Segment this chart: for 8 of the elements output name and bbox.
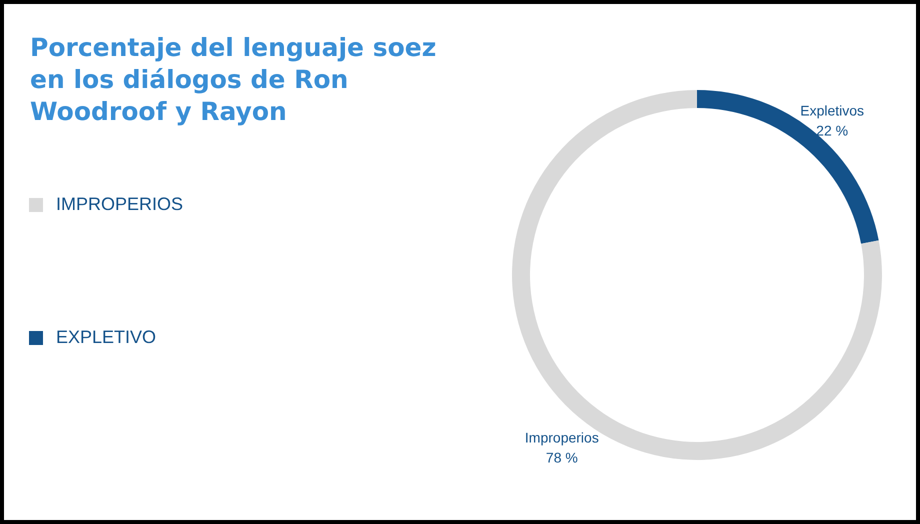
text: Porcentaje del lenguaje soez en los diálogos de Ron Woodroof y Rayon (30, 33, 436, 126)
data-label: 22 % (816, 122, 848, 139)
data-label: 78 % (546, 449, 578, 466)
slice-label: Expletivos (800, 102, 864, 119)
donut-slice (697, 90, 879, 244)
text: EXPLETIVO (56, 327, 156, 347)
slice-label: Improperios (524, 429, 599, 446)
text: IMPROPERIOS (56, 194, 184, 214)
